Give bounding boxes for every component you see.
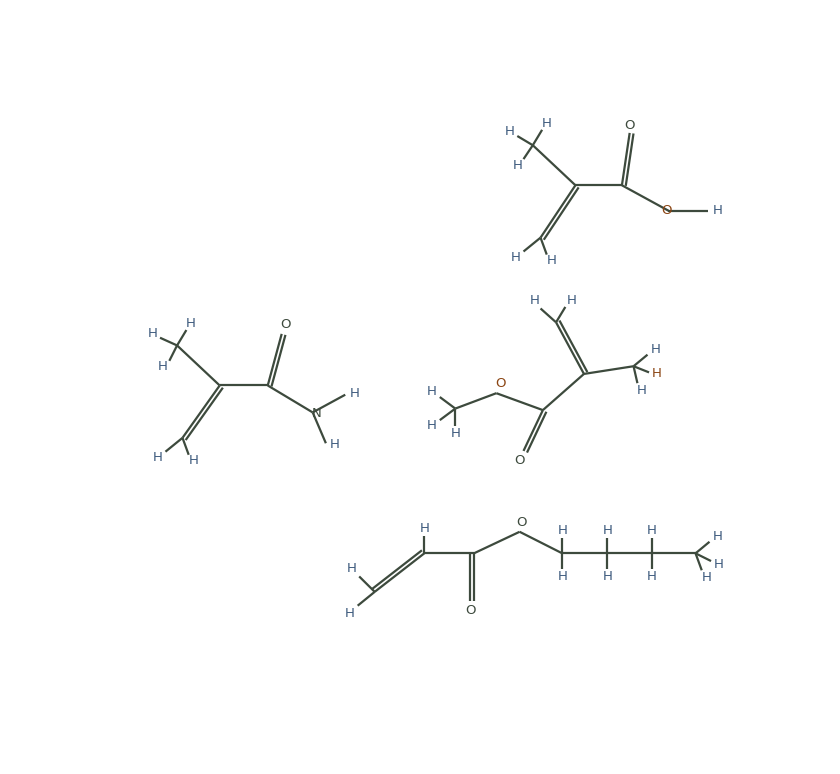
Text: H: H	[345, 607, 354, 620]
Text: H: H	[188, 454, 198, 467]
Text: H: H	[547, 254, 556, 267]
Text: H: H	[419, 522, 429, 535]
Text: H: H	[650, 343, 660, 356]
Text: H: H	[186, 317, 196, 330]
Text: O: O	[624, 118, 635, 132]
Text: O: O	[517, 516, 528, 529]
Text: H: H	[349, 387, 360, 399]
Text: H: H	[147, 327, 157, 340]
Text: H: H	[712, 204, 722, 217]
Text: H: H	[714, 558, 724, 571]
Text: H: H	[712, 530, 722, 543]
Text: H: H	[427, 385, 437, 398]
Text: H: H	[652, 368, 662, 381]
Text: O: O	[662, 204, 672, 217]
Text: H: H	[512, 159, 522, 172]
Text: H: H	[153, 451, 163, 464]
Text: O: O	[495, 378, 506, 390]
Text: H: H	[511, 251, 521, 264]
Text: H: H	[647, 524, 657, 536]
Text: H: H	[602, 570, 612, 583]
Text: H: H	[505, 125, 514, 138]
Text: O: O	[465, 604, 475, 617]
Text: H: H	[330, 438, 340, 451]
Text: H: H	[647, 570, 657, 583]
Text: H: H	[427, 419, 437, 432]
Text: O: O	[514, 454, 525, 467]
Text: O: O	[281, 318, 291, 331]
Text: H: H	[542, 117, 552, 130]
Text: H: H	[637, 385, 646, 397]
Text: H: H	[557, 524, 567, 536]
Text: H: H	[701, 571, 711, 584]
Text: N: N	[312, 407, 322, 420]
Text: H: H	[602, 524, 612, 536]
Text: H: H	[557, 570, 567, 583]
Text: H: H	[158, 361, 168, 374]
Text: H: H	[529, 294, 539, 307]
Text: H: H	[450, 426, 460, 440]
Text: H: H	[347, 562, 356, 575]
Text: H: H	[567, 294, 576, 307]
